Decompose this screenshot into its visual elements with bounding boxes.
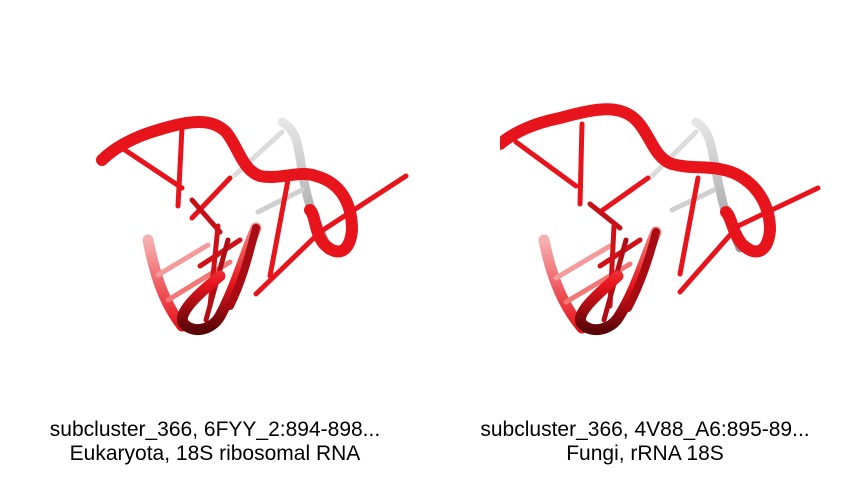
caption-subtitle: Fungi, rRNA 18S	[566, 442, 724, 465]
panel-left: subcluster_366, 6FYY_2:894-898... Eukary…	[0, 116, 430, 466]
caption-title: subcluster_366, 6FYY_2:894-898...	[49, 418, 381, 441]
caption-subtitle: Eukaryota, 18S ribosomal RNA	[69, 442, 361, 465]
caption-left: subcluster_366, 6FYY_2:894-898... Eukary…	[0, 418, 430, 466]
rna-structure-image	[500, 103, 821, 336]
panel-right: subcluster_366, 4V88_A6:895-89... Fungi,…	[430, 0, 860, 480]
rna-structure-image	[96, 116, 409, 336]
caption-right: subcluster_366, 4V88_A6:895-89... Fungi,…	[430, 418, 860, 466]
caption-title: subcluster_366, 4V88_A6:895-89...	[480, 418, 810, 441]
